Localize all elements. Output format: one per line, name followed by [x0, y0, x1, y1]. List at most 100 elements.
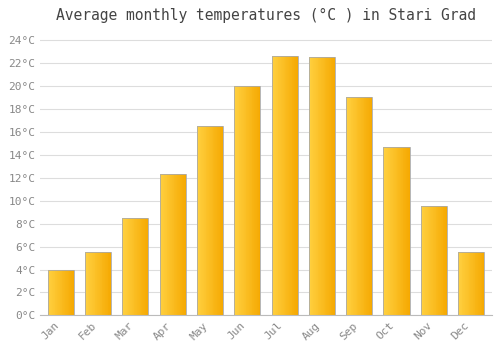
Bar	[122, 218, 123, 315]
Bar	[368, 98, 369, 315]
Bar	[470, 252, 471, 315]
Bar	[217, 126, 218, 315]
Bar	[53, 270, 54, 315]
Bar	[473, 252, 474, 315]
Bar	[407, 147, 408, 315]
Bar	[276, 56, 277, 315]
Bar	[408, 147, 409, 315]
Bar	[56, 270, 58, 315]
Bar	[464, 252, 465, 315]
Bar	[290, 56, 292, 315]
Bar	[256, 86, 257, 315]
Bar	[322, 57, 323, 315]
Bar	[385, 147, 386, 315]
Bar	[355, 98, 356, 315]
Bar	[358, 98, 360, 315]
Bar	[460, 252, 461, 315]
Bar	[65, 270, 66, 315]
Bar	[88, 252, 90, 315]
Bar	[57, 270, 58, 315]
Bar	[122, 218, 148, 315]
Bar	[350, 98, 352, 315]
Bar	[204, 126, 205, 315]
Bar	[163, 174, 164, 315]
Bar	[106, 252, 108, 315]
Bar	[405, 147, 406, 315]
Title: Average monthly temperatures (°C ) in Stari Grad: Average monthly temperatures (°C ) in St…	[56, 8, 476, 23]
Bar	[108, 252, 110, 315]
Bar	[284, 56, 286, 315]
Bar	[48, 270, 74, 315]
Bar	[480, 252, 481, 315]
Bar	[123, 218, 124, 315]
Bar	[51, 270, 52, 315]
Bar	[98, 252, 99, 315]
Bar	[390, 147, 392, 315]
Bar	[401, 147, 402, 315]
Bar	[182, 174, 183, 315]
Bar	[67, 270, 68, 315]
Bar	[352, 98, 353, 315]
Bar	[315, 57, 316, 315]
Bar	[396, 147, 398, 315]
Bar	[430, 206, 432, 315]
Bar	[387, 147, 388, 315]
Bar	[324, 57, 326, 315]
Bar	[177, 174, 178, 315]
Bar	[421, 206, 422, 315]
Bar	[426, 206, 427, 315]
Bar	[367, 98, 368, 315]
Bar	[436, 206, 438, 315]
Bar	[104, 252, 105, 315]
Bar	[433, 206, 434, 315]
Bar	[94, 252, 96, 315]
Bar	[222, 126, 223, 315]
Bar	[294, 56, 295, 315]
Bar	[362, 98, 364, 315]
Bar	[347, 98, 348, 315]
Bar	[439, 206, 440, 315]
Bar	[160, 174, 186, 315]
Bar	[328, 57, 329, 315]
Bar	[432, 206, 433, 315]
Bar	[398, 147, 399, 315]
Bar	[166, 174, 168, 315]
Bar	[290, 56, 291, 315]
Bar	[364, 98, 366, 315]
Bar	[472, 252, 473, 315]
Bar	[110, 252, 111, 315]
Bar	[348, 98, 349, 315]
Bar	[178, 174, 180, 315]
Bar	[202, 126, 203, 315]
Bar	[404, 147, 406, 315]
Bar	[176, 174, 177, 315]
Bar	[132, 218, 134, 315]
Bar	[52, 270, 53, 315]
Bar	[137, 218, 138, 315]
Bar	[169, 174, 170, 315]
Bar	[434, 206, 436, 315]
Bar	[66, 270, 67, 315]
Bar	[198, 126, 200, 315]
Bar	[468, 252, 469, 315]
Bar	[54, 270, 56, 315]
Bar	[142, 218, 143, 315]
Bar	[445, 206, 446, 315]
Bar	[143, 218, 144, 315]
Bar	[428, 206, 430, 315]
Bar	[434, 206, 435, 315]
Bar	[240, 86, 242, 315]
Bar	[208, 126, 209, 315]
Bar	[85, 252, 86, 315]
Bar	[278, 56, 280, 315]
Bar	[460, 252, 462, 315]
Bar	[292, 56, 294, 315]
Bar	[97, 252, 98, 315]
Bar	[394, 147, 395, 315]
Bar	[62, 270, 64, 315]
Bar	[58, 270, 59, 315]
Bar	[356, 98, 358, 315]
Bar	[124, 218, 125, 315]
Bar	[421, 206, 447, 315]
Bar	[102, 252, 104, 315]
